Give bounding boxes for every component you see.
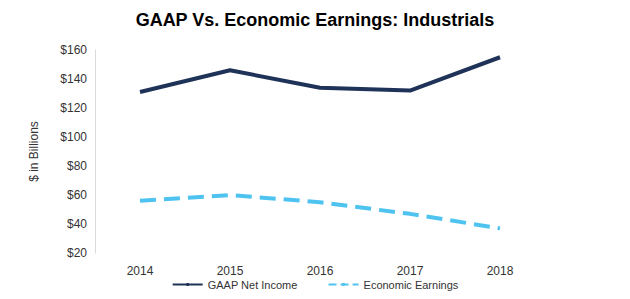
svg-text:GAAP Net Income: GAAP Net Income — [208, 279, 298, 291]
svg-text:$160: $160 — [60, 43, 87, 57]
svg-text:2014: 2014 — [127, 264, 154, 278]
svg-text:2016: 2016 — [307, 264, 334, 278]
svg-text:2018: 2018 — [487, 264, 514, 278]
svg-text:$60: $60 — [67, 188, 87, 202]
svg-text:$80: $80 — [67, 159, 87, 173]
svg-text:$ in Billions: $ in Billions — [27, 121, 41, 182]
svg-text:$40: $40 — [67, 217, 87, 231]
svg-text:2015: 2015 — [217, 264, 244, 278]
svg-text:$120: $120 — [60, 101, 87, 115]
svg-text:2017: 2017 — [397, 264, 424, 278]
svg-text:GAAP Vs. Economic Earnings: In: GAAP Vs. Economic Earnings: Industrials — [136, 10, 495, 30]
svg-text:$140: $140 — [60, 72, 87, 86]
svg-text:$20: $20 — [67, 246, 87, 260]
svg-text:$100: $100 — [60, 130, 87, 144]
svg-text:Economic Earnings: Economic Earnings — [364, 279, 459, 291]
